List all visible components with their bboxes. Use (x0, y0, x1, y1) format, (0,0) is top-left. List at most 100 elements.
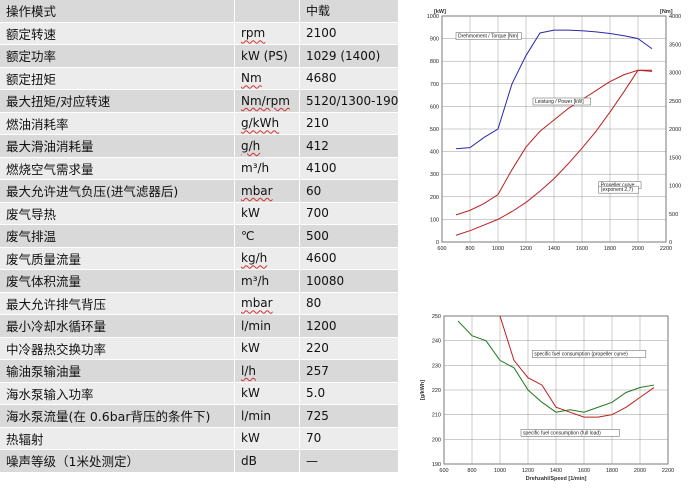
value-cell-text: 80 (306, 296, 322, 311)
unit-cell-text: Nm/rpm (241, 93, 290, 108)
unit-cell-text: g/kWh (241, 116, 280, 131)
x-tick-label: 2000 (634, 468, 646, 474)
annotation-box (520, 429, 620, 437)
y-tick-label: 600 (430, 104, 439, 110)
unit-cell-text: g/h (241, 138, 261, 153)
y-tick-label: 400 (430, 150, 439, 156)
x-tick-label: 1600 (578, 468, 590, 474)
value-cell-text: 700 (306, 206, 329, 221)
table-row: 海水泵输入功率 kW 5.0 (0, 382, 398, 405)
value-cell-text: 70 (306, 431, 322, 446)
unit-cell: m³/h (234, 157, 300, 180)
value-cell-text: 2100 (306, 26, 337, 41)
unit-cell: l/min (234, 314, 300, 338)
value-cell: 220 (299, 337, 398, 360)
value-cell: 2100 (299, 22, 398, 45)
value-cell-text: 500 (306, 228, 329, 243)
unit-cell: rpm (234, 22, 300, 45)
series-line-0 (455, 29, 653, 150)
power-torque-chart-svg: 600 800 1000 1200 1400 1600 1800 2000 2200010020… (427, 9, 682, 252)
power-torque-chart: 600 800 1000 1200 1400 1600 1800 2000 2200 0 100 20… (420, 6, 690, 256)
value-cell: 700 (299, 202, 398, 225)
value-cell-text: — (306, 453, 318, 468)
unit-cell: kW (234, 382, 300, 405)
unit-cell: l/min (234, 404, 300, 428)
unit-cell-text: m³/h (241, 273, 270, 288)
y-tick-label: 190 (432, 462, 441, 468)
param-cell: 最大允许排气背压 (0, 292, 235, 315)
table-row: 燃烧空气需求量 m³/h 4100 (0, 157, 398, 180)
value-cell: 1029 (1400) (299, 44, 398, 68)
y-tick-label: 250 (432, 314, 441, 320)
unit-cell-text: rpm (241, 26, 266, 41)
y-tick-label: 210 (432, 413, 441, 419)
annotation: (exponent 2,7) (598, 185, 639, 194)
series-line-1 (455, 69, 653, 216)
value-cell-text: 412 (306, 138, 329, 153)
param-cell: 操作模式 (0, 0, 235, 23)
series-line-1 (457, 320, 655, 413)
param-cell-text: 废气导热 (6, 206, 57, 222)
table-row: 废气质量流量 kg/h 4600 (0, 247, 398, 270)
y-tick-label: 100 (430, 217, 439, 223)
value-cell-text: 60 (306, 183, 322, 198)
y-tick-label: 200 (430, 195, 439, 201)
param-cell: 最大扭矩/对应转速 (0, 89, 235, 113)
table-row: 废气导热 kW 700 (0, 202, 398, 225)
param-cell: 最大滑油消耗量 (0, 134, 235, 158)
y2-tick-label: 4000 (669, 14, 681, 20)
x-tick-label: 1000 (492, 246, 504, 252)
annotation: specific fuel consumption (full load) (520, 429, 620, 437)
unit-cell-text: kW (241, 431, 260, 446)
x-axis-label: Drehzahl/Speed [1/min] (526, 476, 587, 482)
table-row: 最大允许进气负压(进气滤器后) mbar 60 (0, 179, 398, 203)
param-cell: 热辐射 (0, 427, 235, 450)
value-cell-text: 1200 (306, 318, 337, 333)
param-cell: 废气质量流量 (0, 247, 235, 270)
x-tick-label: 1400 (548, 246, 560, 252)
y-tick-label: 230 (432, 363, 441, 369)
unit-cell-text: l/h (241, 363, 256, 378)
x-tick-label: 1000 (494, 468, 506, 474)
param-cell: 最大允许进气负压(进气滤器后) (0, 179, 235, 203)
value-cell-text: 4680 (306, 71, 337, 86)
fuel-consumption-chart: 600 800 1000 1200 1400 1600 1800 2000 2200 190 200… (420, 310, 690, 488)
value-cell: 80 (299, 292, 398, 315)
param-cell: 噪声等级（1米处测定） (0, 449, 235, 473)
param-cell: 海水泵输入功率 (0, 382, 235, 405)
value-cell-text: 210 (306, 116, 329, 131)
unit-cell-text: l/min (241, 318, 272, 333)
value-cell: 412 (299, 134, 398, 158)
fuel-consumption-chart-svg: 600 800 1000 1200 1400 1600 1800 2000 2200 190 200… (420, 314, 674, 482)
y-tick-label: 0 (436, 240, 439, 246)
table-row: 最大允许排气背压 mbar 80 (0, 292, 398, 315)
value-cell-text: 4600 (306, 251, 337, 266)
table-row: 废气体积流量 m³/h 10080 (0, 269, 398, 293)
value-cell-text: 10080 (306, 273, 345, 288)
x-tick-label: 600 (437, 246, 446, 252)
annotation-text: Drehmoment / Torque [Nm] (458, 33, 519, 39)
param-cell: 燃油消耗率 (0, 112, 235, 135)
y2-tick-label: 0 (669, 240, 672, 246)
param-cell-text: 燃油消耗率 (6, 116, 69, 132)
unit-cell: g/h (234, 134, 300, 158)
y-tick-label: 300 (430, 172, 439, 178)
param-cell-text: 废气排温 (6, 229, 57, 245)
value-cell-text: 725 (306, 408, 329, 423)
annotation-box (531, 350, 647, 358)
table-row: 最小冷却水循环量 l/min 1200 (0, 314, 398, 338)
unit-cell: l/h (234, 359, 300, 383)
param-cell: 最小冷却水循环量 (0, 314, 235, 338)
unit-cell-text: kg/h (241, 251, 268, 266)
x-tick-label: 1200 (522, 468, 534, 474)
annotation-text: (exponent 2,7) (601, 187, 634, 193)
unit-cell-text: dB (241, 453, 257, 468)
spec-table: 操作模式 中载 额定转速 rpm 2100 额定功率 kW (PS) 1029 (1400) 额… (0, 0, 398, 473)
table-row: 中冷器热交换功率 kW 220 (0, 337, 398, 360)
table-row: 额定转速 rpm 2100 (0, 22, 398, 45)
param-cell-text: 最小冷却水循环量 (6, 319, 107, 335)
annotation: Leistung / Power [kW] (532, 97, 591, 106)
param-cell: 中冷器热交换功率 (0, 337, 235, 360)
value-cell-text: 220 (306, 341, 329, 356)
x-tick-label: 1200 (520, 246, 532, 252)
